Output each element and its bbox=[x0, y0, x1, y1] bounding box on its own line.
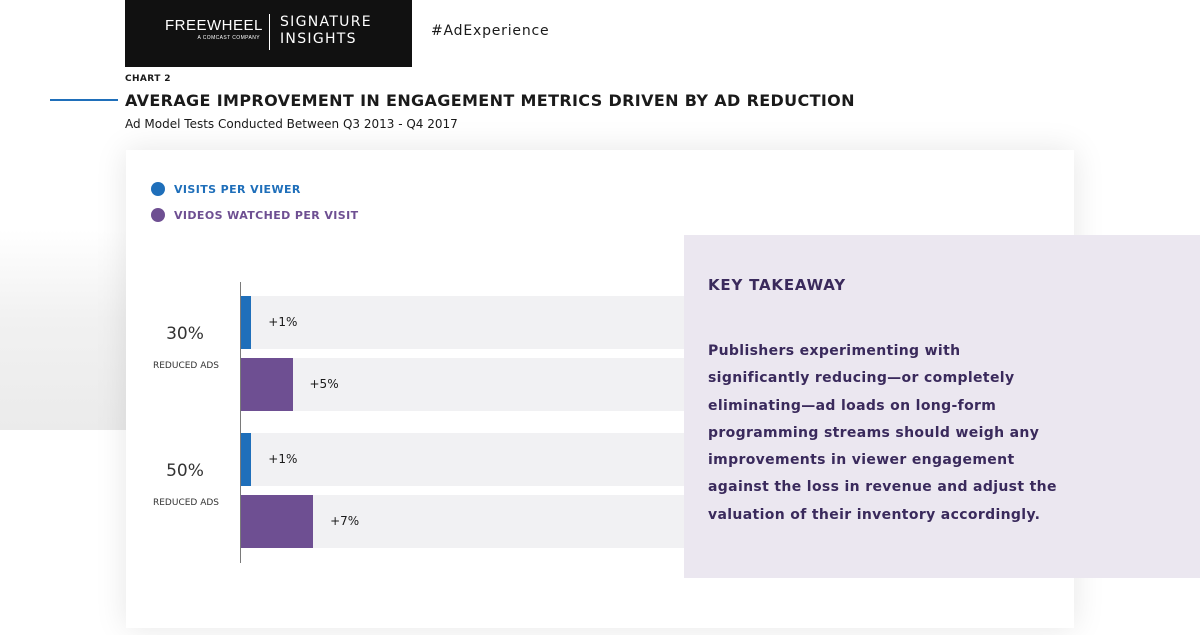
takeaway-body: Publishers experimenting with significan… bbox=[708, 338, 1078, 529]
bar-videos-30pct bbox=[241, 358, 293, 411]
takeaway-line: programming streams should weigh any bbox=[708, 424, 1040, 441]
legend-item-visits: VISITS PER VIEWER bbox=[151, 182, 301, 196]
signature-line-2: INSIGHTS bbox=[280, 31, 357, 47]
category-sublabel-30: REDUCED ADS bbox=[152, 361, 220, 371]
bar-value-label: +1% bbox=[268, 452, 298, 466]
bar-track bbox=[241, 296, 684, 349]
brand-header: FREEWHEEL A COMCAST COMPANY SIGNATURE IN… bbox=[125, 0, 412, 67]
key-takeaway-panel: KEY TAKEAWAY Publishers experimenting wi… bbox=[684, 235, 1200, 578]
signature-insights-label: SIGNATURE INSIGHTS bbox=[280, 14, 372, 48]
bar-visits-50pct bbox=[241, 433, 252, 486]
takeaway-line: improvements in viewer engagement bbox=[708, 452, 1015, 469]
bar-track bbox=[241, 495, 684, 548]
category-axis bbox=[240, 282, 241, 563]
logo-divider bbox=[269, 14, 270, 50]
takeaway-line: against the loss in revenue and adjust t… bbox=[708, 479, 1057, 496]
bar-value-label: +5% bbox=[309, 377, 339, 391]
legend-dot-icon bbox=[151, 182, 165, 196]
logo-tagline: A COMCAST COMPANY bbox=[197, 35, 260, 41]
logo-wordmark: FREEWHEEL bbox=[165, 17, 263, 34]
legend-item-videos: VIDEOS WATCHED PER VISIT bbox=[151, 208, 359, 222]
bar-value-label: +1% bbox=[268, 315, 298, 329]
background-band bbox=[0, 230, 126, 430]
chart-title: AVERAGE IMPROVEMENT IN ENGAGEMENT METRIC… bbox=[125, 91, 855, 110]
bar-track bbox=[241, 358, 684, 411]
freewheel-logo: FREEWHEEL A COMCAST COMPANY bbox=[165, 17, 263, 46]
takeaway-title: KEY TAKEAWAY bbox=[708, 276, 846, 294]
category-sublabel-50: REDUCED ADS bbox=[152, 498, 220, 508]
signature-line-1: SIGNATURE bbox=[280, 14, 372, 30]
takeaway-line: valuation of their inventory accordingly… bbox=[708, 506, 1041, 523]
hashtag: #AdExperience bbox=[431, 23, 550, 39]
category-label-50: 50% bbox=[166, 461, 204, 481]
legend-label: VISITS PER VIEWER bbox=[174, 182, 301, 196]
title-accent-line bbox=[50, 99, 118, 101]
takeaway-line: significantly reducing—or completely bbox=[708, 370, 1015, 387]
category-label-30: 30% bbox=[166, 324, 204, 344]
legend-dot-icon bbox=[151, 208, 165, 222]
chart-subtitle: Ad Model Tests Conducted Between Q3 2013… bbox=[125, 117, 458, 131]
takeaway-line: eliminating—ad loads on long-form bbox=[708, 397, 997, 414]
bar-value-label: +7% bbox=[330, 514, 360, 528]
takeaway-line: Publishers experimenting with bbox=[708, 343, 961, 359]
legend-label: VIDEOS WATCHED PER VISIT bbox=[174, 208, 359, 222]
bar-videos-50pct bbox=[241, 495, 314, 548]
bar-track bbox=[241, 433, 684, 486]
chart-number: CHART 2 bbox=[125, 74, 171, 84]
bar-visits-30pct bbox=[241, 296, 252, 349]
